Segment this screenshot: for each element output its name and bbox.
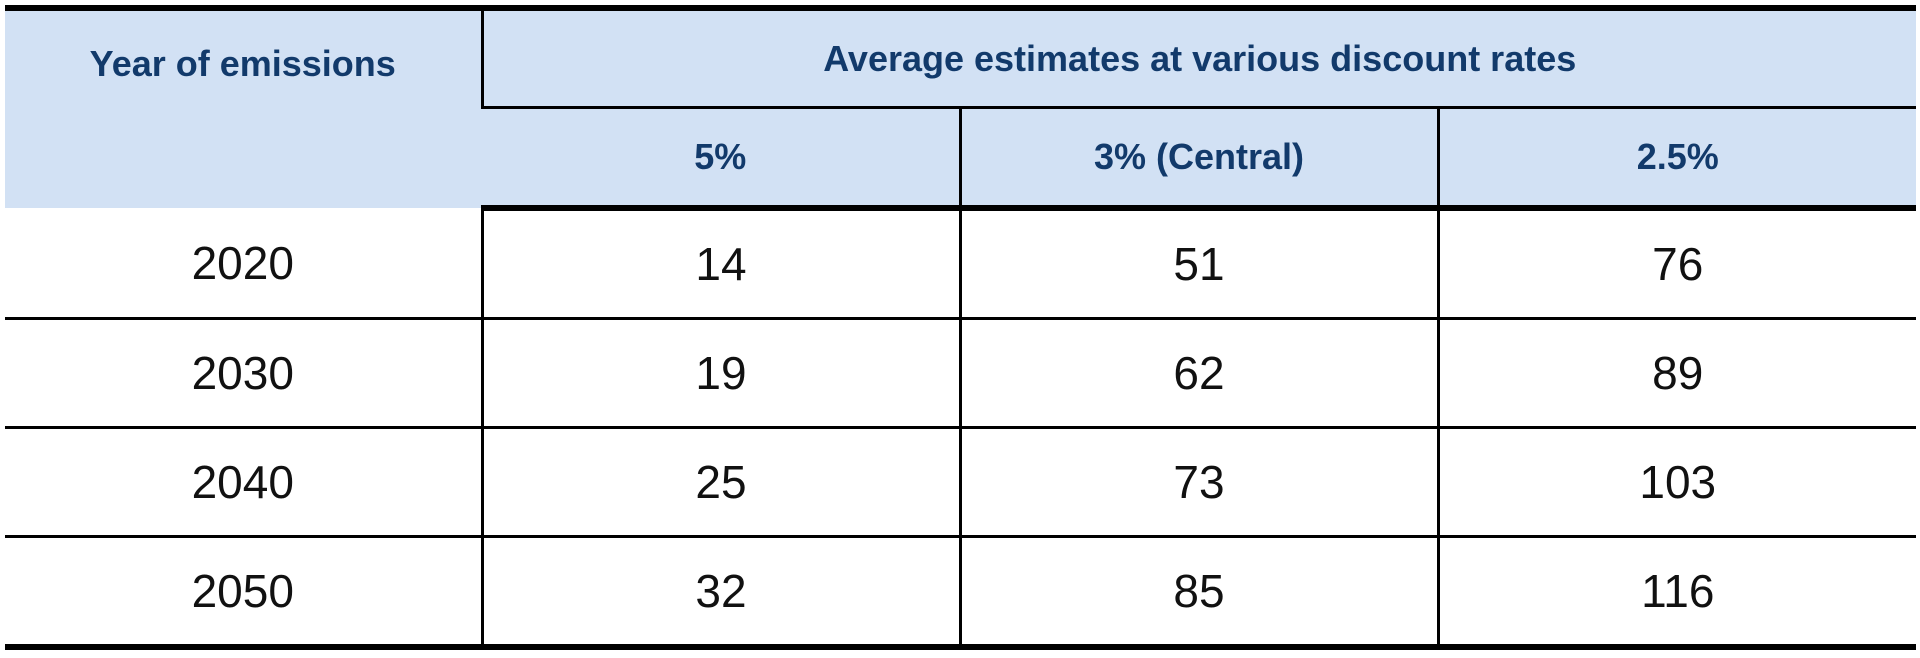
table-row: 2050 32 85 116 (5, 535, 1917, 647)
header-row-rates: 5% 3% (Central) 2.5% (5, 106, 1917, 211)
cell-value-rate-5: 32 (480, 535, 960, 647)
cell-value-rate-2-5: 89 (1436, 317, 1917, 428)
cell-value-rate-3: 51 (958, 208, 1438, 319)
cell-value-rate-5: 14 (480, 208, 960, 319)
cell-year: 2020 (191, 236, 294, 289)
column-header-year: Year of emissions (5, 8, 482, 208)
cell-value-rate-2-5: 103 (1436, 426, 1917, 537)
column-header-rate-3-central: 3% (Central) (958, 106, 1438, 211)
cell-year: 2050 (5, 535, 482, 647)
header-row-group: Year of emissions Average estimates at v… (5, 8, 1917, 208)
table-body: 2020 14 51 76 2030 19 62 89 2040 25 73 1… (5, 208, 1917, 647)
table-row: 2040 25 73 103 (5, 426, 1917, 537)
table-container: Year of emissions Average estimates at v… (5, 5, 1917, 650)
column-header-rate-2-5: 2.5% (1436, 106, 1917, 211)
table-row: 2030 19 62 89 (5, 317, 1917, 428)
cell-year: 2030 (5, 317, 482, 428)
cell-value-rate-2-5: 116 (1436, 535, 1917, 647)
cell-value-rate-2-5: 76 (1436, 208, 1917, 319)
table-header: Year of emissions Average estimates at v… (5, 8, 1917, 211)
cell-value-rate-5: 25 (480, 426, 960, 537)
cell-value-rate-3: 62 (958, 317, 1438, 428)
cell-value-rate-3: 85 (958, 535, 1438, 647)
column-group-header-discount-rates: Average estimates at various discount ra… (480, 8, 1917, 108)
table-row: 2020 14 51 76 (5, 208, 1917, 319)
cell-value-rate-5: 19 (480, 317, 960, 428)
column-header-rate-5: 5% (482, 106, 960, 211)
discount-rate-table: Year of emissions Average estimates at v… (5, 5, 1917, 650)
cell-value-rate-3: 73 (958, 426, 1438, 537)
cell-year: 2040 (5, 426, 482, 537)
